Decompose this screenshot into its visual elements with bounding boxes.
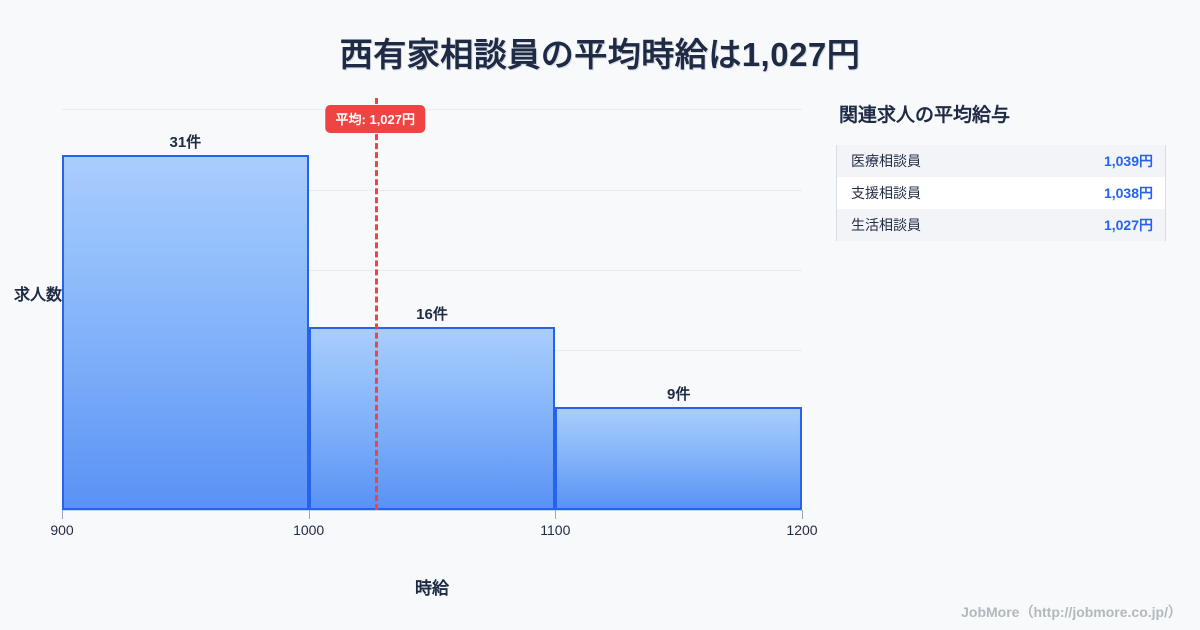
related-salary-amount: 1,038円 <box>1103 185 1153 201</box>
histogram-bar[interactable] <box>62 155 309 510</box>
gridline <box>62 109 802 111</box>
average-line <box>375 98 379 510</box>
x-axis-tick <box>62 510 63 519</box>
x-axis-tick-label: 1200 <box>786 522 818 538</box>
x-axis-line <box>62 510 802 511</box>
watermark: JobMore（http://jobmore.co.jp/） <box>961 604 1182 620</box>
gridline <box>62 189 802 191</box>
related-salary-amount: 1,027円 <box>1103 217 1153 233</box>
plot-area <box>62 98 802 510</box>
bar-value-label: 16件 <box>416 305 448 323</box>
related-salary-heading: 関連求人の平均給与 <box>839 105 1011 126</box>
x-axis-title: 時給 <box>415 579 449 598</box>
x-axis-tick <box>802 510 803 519</box>
bar-value-label: 9件 <box>666 386 691 403</box>
y-axis-title: 求人数 <box>14 287 63 304</box>
x-axis-tick-label: 900 <box>50 522 74 538</box>
bar-value-label: 31件 <box>169 134 202 152</box>
histogram-bar[interactable] <box>555 407 802 510</box>
page-title: 西有家相談員の平均時給は1,027円 <box>339 36 861 73</box>
gridline <box>62 269 802 271</box>
related-salary-job-name: 生活相談員 <box>851 217 921 233</box>
x-axis-tick <box>308 510 310 519</box>
related-salary-job-name: 医療相談員 <box>851 153 921 169</box>
related-salary-row[interactable]: 医療相談員 1,039円 <box>837 145 1165 177</box>
related-salary-table: 医療相談員 1,039円支援相談員 1,038円生活相談員 1,027円 <box>836 145 1166 241</box>
related-salary-amount: 1,039円 <box>1103 153 1153 169</box>
x-axis-tick <box>555 510 557 519</box>
x-axis-tick-label: 1100 <box>540 522 571 538</box>
average-badge: 平均: 1,027円 <box>325 105 426 133</box>
related-salary-panel: 関連求人の平均給与 医療相談員 1,039円支援相談員 1,038円生活相談員 1,0… <box>836 100 1176 241</box>
chart-container: 900 1000 1100 1200 31件 16件 9件 平均: 1,027円 求人数 … <box>14 98 818 598</box>
x-axis-tick-label: 1000 <box>293 522 325 538</box>
related-salary-row[interactable]: 支援相談員 1,038円 <box>837 177 1165 209</box>
related-salary-row[interactable]: 生活相談員 1,027円 <box>837 209 1165 241</box>
related-salary-job-name: 支援相談員 <box>851 185 921 201</box>
histogram-bar[interactable] <box>308 326 556 510</box>
